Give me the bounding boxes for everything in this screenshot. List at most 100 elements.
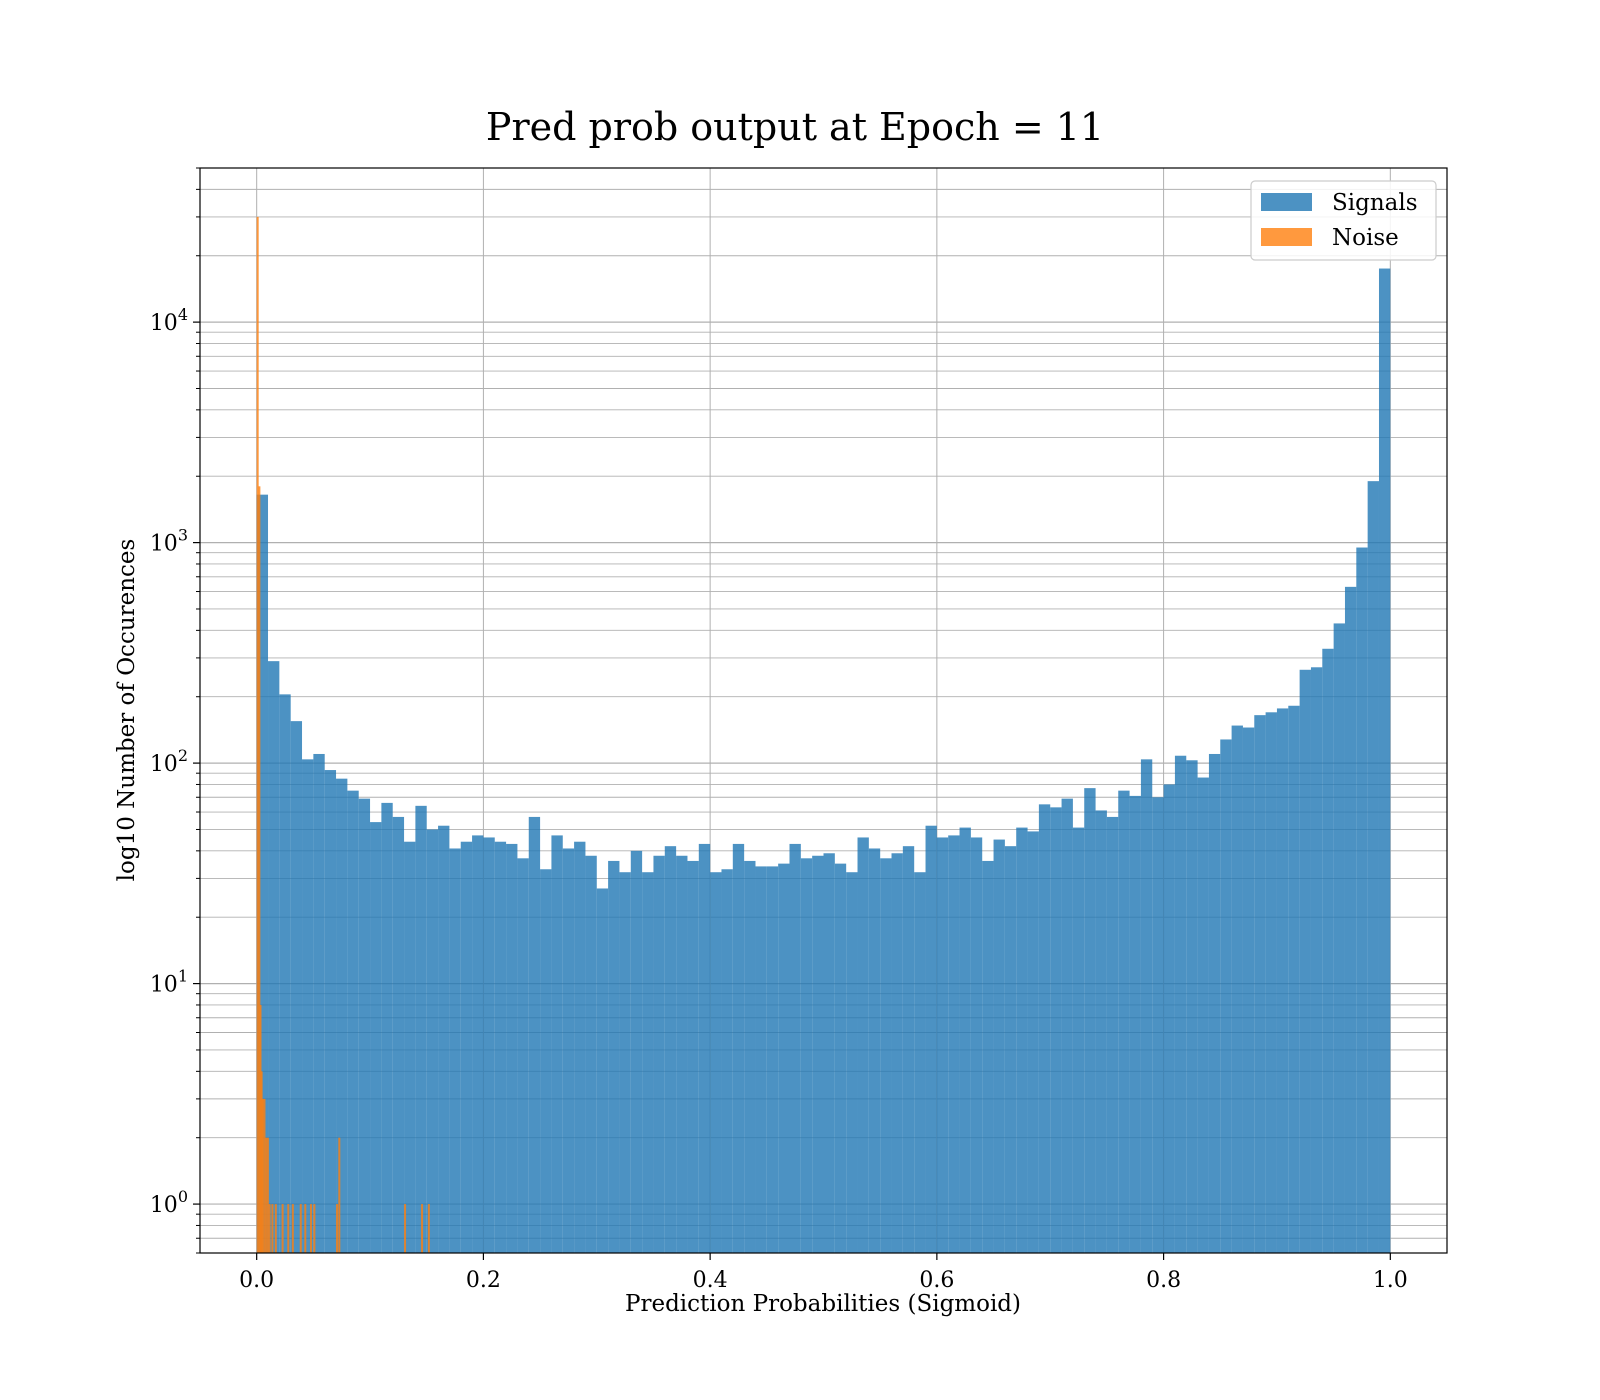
signals-bar	[585, 855, 597, 1253]
signals-bar	[1208, 753, 1221, 1253]
signals-bar	[528, 816, 541, 1253]
signals-bar	[880, 858, 892, 1253]
legend-label-noise: Noise	[1332, 225, 1399, 251]
signals-bar	[347, 790, 359, 1253]
signals-bar	[914, 872, 926, 1253]
signals-bar	[1265, 712, 1277, 1253]
signals-bar	[1344, 586, 1357, 1253]
y-tick-label: 100	[150, 1187, 188, 1218]
signals-bar	[993, 839, 1005, 1253]
x-tick-label: 1.0	[1373, 1268, 1408, 1293]
signals-bar	[392, 816, 405, 1253]
signals-bar	[336, 778, 348, 1253]
signals-bar	[902, 846, 915, 1253]
signals-bar	[472, 835, 484, 1253]
signals-bar	[608, 860, 620, 1253]
signals-bar	[324, 770, 337, 1253]
signals-bar	[630, 850, 643, 1253]
noise-bar	[256, 216, 259, 1254]
signals-bar	[664, 846, 677, 1253]
noise-bar	[274, 1204, 277, 1253]
signals-bar	[710, 872, 722, 1253]
signals-bar	[1129, 795, 1141, 1253]
noise-bar	[338, 1137, 341, 1253]
signals-bar	[846, 872, 858, 1253]
signals-bar	[370, 822, 382, 1253]
y-tick-label: 101	[150, 967, 188, 998]
signals-bar	[1163, 784, 1175, 1253]
noise-bar	[281, 1204, 284, 1253]
noise-bar	[259, 1004, 262, 1253]
signals-bar	[256, 494, 269, 1253]
signals-bar	[1174, 755, 1187, 1253]
signals-bar	[1231, 725, 1243, 1253]
signals-bar	[1367, 481, 1379, 1254]
signals-bar	[449, 848, 461, 1253]
signals-bar	[698, 843, 711, 1253]
noise-bar	[271, 1204, 274, 1253]
signals-bar	[551, 835, 563, 1253]
noise-bar	[266, 1137, 269, 1253]
signals-bar	[404, 841, 416, 1253]
signals-bar	[755, 866, 767, 1253]
signals-bar	[823, 853, 835, 1253]
signals-bar	[948, 835, 960, 1253]
noise-bar	[263, 1098, 266, 1253]
signals-bar	[834, 863, 847, 1253]
signals-bar	[483, 837, 495, 1253]
legend-swatch-signals	[1261, 193, 1312, 211]
signals-bar	[1333, 623, 1345, 1253]
signals-bar	[1254, 715, 1266, 1253]
noise-bar	[261, 1098, 264, 1253]
signals-bar	[687, 860, 699, 1253]
noise-bar	[313, 1204, 316, 1253]
chart-title: Pred prob output at Epoch = 11	[486, 105, 1104, 149]
x-tick-label: 0.6	[919, 1268, 954, 1293]
signals-bar	[936, 837, 949, 1253]
signals-bar	[381, 802, 393, 1253]
signals-bar	[642, 872, 654, 1253]
x-axis-label: Prediction Probabilities (Sigmoid)	[625, 1291, 1021, 1317]
signals-bars	[256, 268, 1391, 1254]
x-tick-label: 0.8	[1146, 1268, 1181, 1293]
y-axis-ticks: 100 101 102 103 104	[150, 167, 200, 1254]
signals-bar	[1152, 797, 1164, 1253]
y-axis-label: log10 Number of Occurences	[114, 539, 140, 882]
noise-bar	[404, 1204, 407, 1253]
signals-bar	[812, 855, 824, 1253]
signals-bar	[970, 837, 983, 1253]
signals-bar	[1242, 727, 1255, 1253]
signals-bar	[460, 841, 473, 1253]
signals-bar	[653, 855, 665, 1253]
y-tick-label: 102	[150, 746, 188, 777]
signals-bar	[574, 841, 586, 1253]
signals-bar	[891, 853, 903, 1253]
noise-bar	[304, 1204, 307, 1253]
signals-bar	[438, 825, 450, 1253]
noise-bar	[260, 1071, 263, 1253]
signals-bar	[540, 869, 552, 1253]
signals-bar	[800, 858, 813, 1253]
signals-bar	[494, 841, 507, 1253]
x-tick-label: 0.0	[239, 1268, 274, 1293]
signals-bar	[302, 759, 314, 1253]
signals-bar	[1378, 268, 1391, 1253]
signals-bar	[279, 694, 291, 1253]
signals-bar	[789, 843, 801, 1253]
signals-bar	[959, 827, 971, 1253]
signals-bar	[1061, 798, 1073, 1253]
signals-bar	[1016, 827, 1028, 1253]
signals-bar	[868, 848, 881, 1253]
signals-bar	[1299, 669, 1311, 1253]
signals-bar	[426, 829, 439, 1253]
signals-bar	[1197, 777, 1209, 1253]
signals-bar	[596, 888, 609, 1253]
signals-bar	[1186, 760, 1198, 1253]
signals-bar	[290, 721, 303, 1253]
noise-bar	[287, 1204, 290, 1253]
signals-bar	[1038, 804, 1051, 1253]
plot-frame	[199, 167, 1448, 1254]
y-tick-label: 104	[150, 305, 188, 336]
signals-bar	[1084, 788, 1096, 1253]
signals-bar	[358, 798, 371, 1253]
